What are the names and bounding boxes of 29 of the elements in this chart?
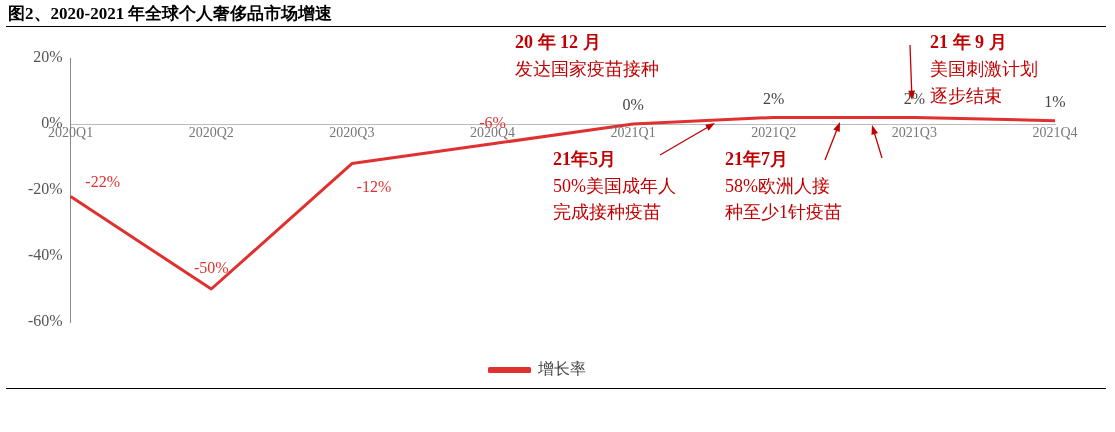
x-tick-label: 2021Q2 <box>751 124 797 140</box>
y-tick-label: -20% <box>28 180 63 198</box>
annotation: 21年5月 <box>553 149 616 169</box>
x-tick-label: 2020Q3 <box>329 124 375 140</box>
annotation: 美国刺激计划 <box>930 59 1038 79</box>
annotation: 50%美国成年人 <box>553 176 676 196</box>
annotation: 种至少1针疫苗 <box>725 202 842 222</box>
text: -50% <box>193 259 229 277</box>
y-tick-label: -40% <box>28 246 63 264</box>
text: 2% <box>763 89 785 107</box>
annotation: 发达国家疫苗接种 <box>515 59 659 79</box>
x-tick-label: 2021Q1 <box>610 124 656 140</box>
annotation: 21年7月 <box>725 149 788 169</box>
text: 20 年 12 月 <box>515 32 601 52</box>
text: 21 年 9 月 <box>930 32 1007 52</box>
y-tick-label: 20% <box>33 48 63 66</box>
chart-title: 图2、2020-2021 年全球个人奢侈品市场增速 <box>8 3 333 25</box>
x-tick-label: 2021Q4 <box>1032 124 1078 140</box>
x-tick-label: 2020Q2 <box>188 124 234 140</box>
annotation: 完成接种疫苗 <box>553 202 661 222</box>
x-tick-label: 2021Q3 <box>891 124 937 140</box>
text: -12% <box>356 177 392 195</box>
annotation: 逐步结束 <box>930 86 1002 106</box>
annotation: 58%欧洲人接 <box>725 176 830 196</box>
y-tick-label: -60% <box>28 312 63 330</box>
legend-label: 增长率 <box>536 360 586 378</box>
text: -22% <box>85 172 120 190</box>
text: 1% <box>1044 92 1066 110</box>
text: 0% <box>622 96 644 114</box>
